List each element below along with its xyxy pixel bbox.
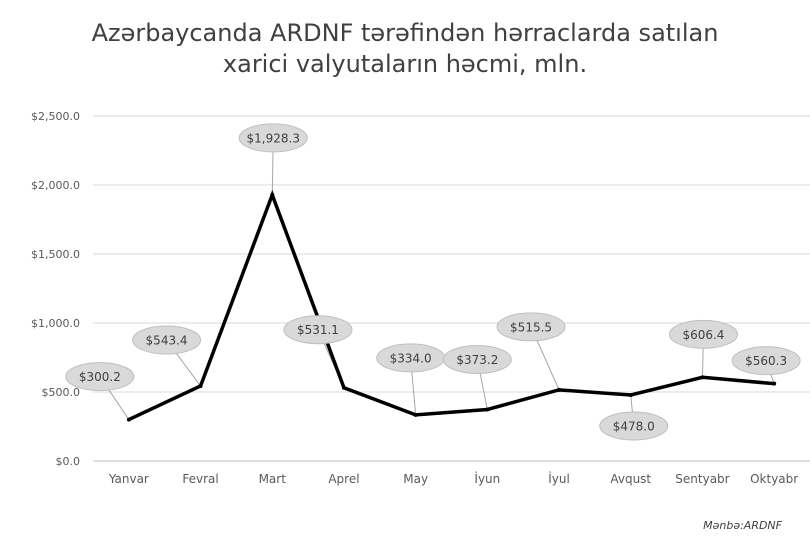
x-tick-label: İyun (474, 471, 500, 486)
data-label-callout: $531.1 (283, 315, 353, 345)
callout-bubble (132, 325, 202, 355)
x-tick-label: Fevral (182, 472, 218, 486)
data-label: $606.4 (682, 328, 724, 342)
data-label-callout: $543.4 (132, 325, 202, 355)
callout-bubble (599, 411, 669, 441)
data-point (557, 387, 562, 392)
data-label-callout: $515.5 (496, 312, 566, 342)
data-label: $560.3 (745, 354, 787, 368)
x-tick-label: Mart (259, 472, 287, 486)
y-axis-ticks: $0.0 $500.0 $1,000.0 $1,500.0 $2,000.0 $2,500… (31, 110, 80, 468)
x-tick-label: İyul (548, 471, 570, 486)
series-line (128, 189, 775, 422)
data-point (341, 385, 346, 390)
leader-line (271, 151, 274, 195)
y-tick-label: $2,500.0 (31, 110, 80, 123)
data-point (628, 393, 633, 398)
leader-line (176, 353, 201, 387)
data-label-callout: $334.0 (376, 343, 446, 373)
leader-line (536, 340, 560, 391)
y-tick-label: $500.0 (42, 386, 81, 399)
y-tick-label: $1,500.0 (31, 248, 80, 261)
callout-bubble (668, 319, 738, 349)
data-label: $515.5 (510, 320, 552, 334)
data-label-callout: $606.4 (668, 319, 738, 349)
x-tick-label: Oktyabr (750, 472, 798, 486)
y-tick-label: $1,000.0 (31, 317, 80, 330)
x-tick-label: Avqust (610, 472, 651, 486)
chart-title: Azərbaycanda ARDNF tərəfindən hərraclard… (0, 18, 810, 80)
callout-bubble (731, 346, 801, 376)
x-tick-label: May (403, 472, 428, 486)
data-label-callout: $560.3 (731, 346, 801, 376)
leader-line (701, 348, 704, 378)
data-point (126, 417, 131, 422)
data-point (198, 384, 203, 389)
callout-bubble (65, 362, 135, 392)
x-tick-label: Sentyabr (675, 472, 729, 486)
series-line-layer (126, 189, 777, 422)
x-tick-label: Aprel (328, 472, 359, 486)
data-point (270, 192, 275, 197)
callout-bubble (496, 312, 566, 342)
data-label-callout: $373.2 (442, 344, 512, 374)
leader-line (479, 373, 488, 410)
gridlines (93, 115, 810, 462)
data-point (413, 412, 418, 417)
y-tick-label: $2,000.0 (31, 179, 80, 192)
callout-bubble (283, 315, 353, 345)
data-label: $531.1 (297, 323, 339, 337)
callout-bubble (238, 123, 308, 153)
x-axis-ticks: Yanvar Fevral Mart Aprel May İyun İyul Avqust Se… (108, 471, 798, 486)
data-label-callout: $478.0 (599, 411, 669, 441)
leader-line (630, 394, 633, 413)
leader-line (411, 371, 417, 415)
y-tick-label: $0.0 (56, 455, 81, 468)
data-point (772, 381, 777, 386)
leader-line (108, 389, 130, 420)
data-label: $300.2 (79, 370, 121, 384)
data-label-callout: $300.2 (65, 362, 135, 392)
data-label: $543.4 (146, 334, 188, 348)
data-label: $334.0 (390, 351, 432, 365)
chart-title-line-1: Azərbaycanda ARDNF tərəfindən hərraclard… (91, 19, 719, 47)
data-label: $478.0 (613, 420, 655, 434)
callout-bubble (442, 344, 512, 374)
chart-source: Mənbə:ARDNF (703, 519, 782, 532)
chart-title-line-2: xarici valyutaların həcmi, mln. (222, 50, 588, 78)
data-label: $373.2 (456, 353, 498, 367)
data-label: $1,928.3 (247, 131, 300, 145)
data-point (700, 375, 705, 380)
data-label-callouts: $300.2 $543.4 $1,928.3 $531.1 $334.0 $373.2 $5… (65, 123, 801, 441)
data-point (485, 407, 490, 412)
x-tick-label: Yanvar (108, 472, 149, 486)
label-leader-lines (108, 151, 775, 420)
data-label-callout: $1,928.3 (238, 123, 308, 153)
